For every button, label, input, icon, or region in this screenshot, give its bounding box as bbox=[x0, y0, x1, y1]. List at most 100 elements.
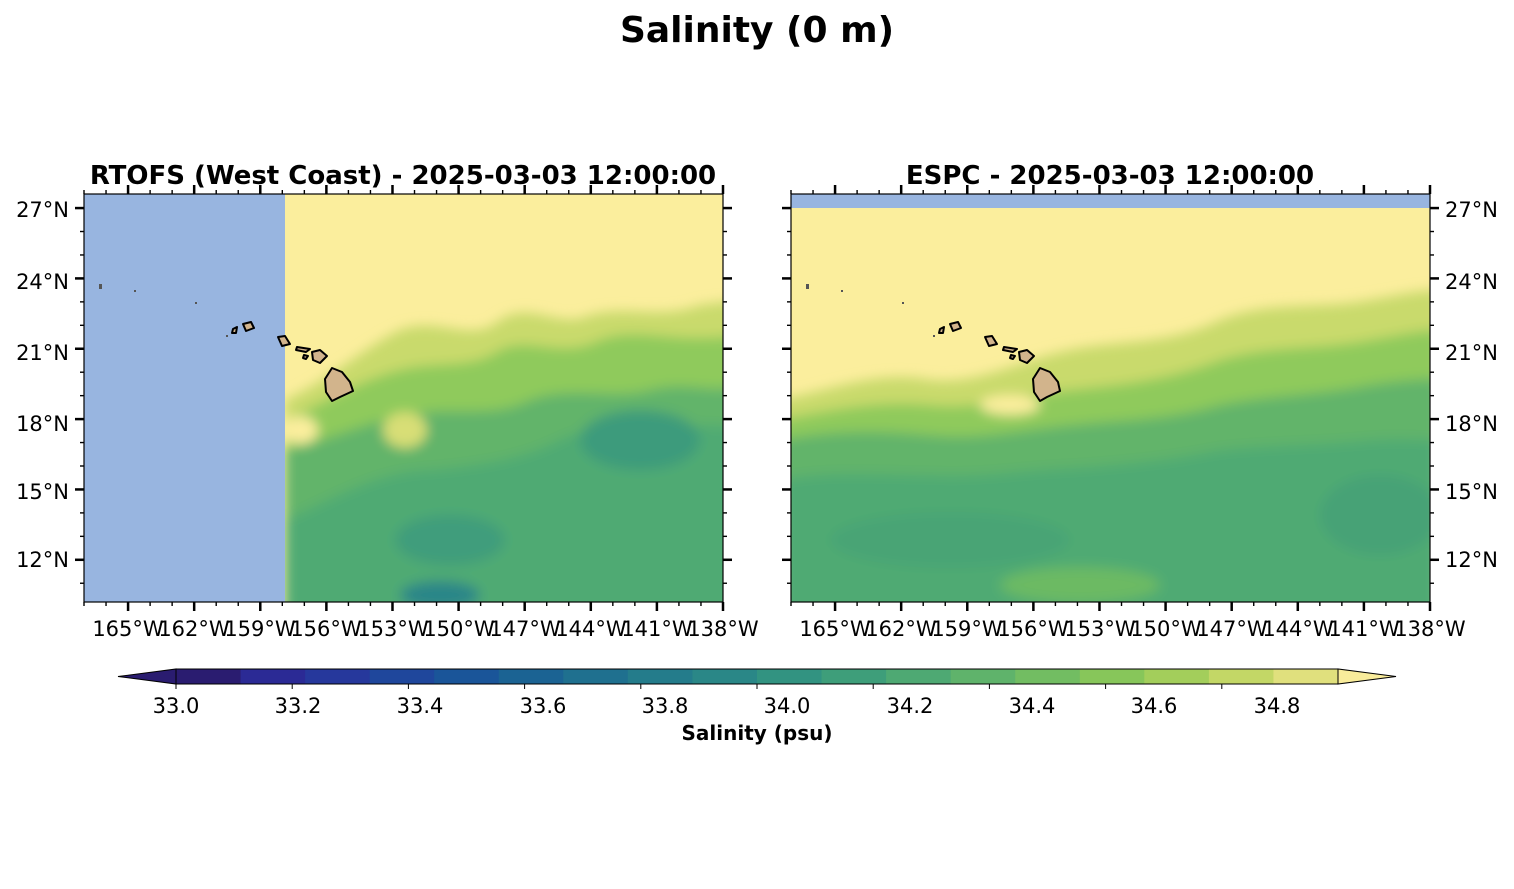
colorbar-segment bbox=[757, 669, 823, 684]
lon-label: 159°W bbox=[224, 617, 296, 641]
lon-label: 162°W bbox=[158, 617, 230, 641]
lat-label: 21°N bbox=[1445, 341, 1498, 365]
islet bbox=[99, 284, 102, 289]
colorbar-segment bbox=[434, 669, 500, 684]
colorbar-segment bbox=[305, 669, 371, 684]
colorbar-segment bbox=[692, 669, 758, 684]
panel-espc-title: ESPC - 2025-03-03 12:00:00 bbox=[906, 161, 1314, 191]
lat-label: 24°N bbox=[1445, 270, 1498, 294]
island-lanai bbox=[302, 354, 309, 360]
hawaiian-islands bbox=[938, 321, 1061, 402]
figure-title: Salinity (0 m) bbox=[620, 10, 894, 51]
islet bbox=[841, 290, 843, 292]
colorbar-segment bbox=[1144, 669, 1210, 684]
colorbar-tick-label: 34.8 bbox=[1254, 694, 1301, 718]
colorbar-segment bbox=[1208, 669, 1275, 684]
lat-label: 21°N bbox=[16, 341, 69, 365]
island-molokai bbox=[1002, 346, 1018, 353]
lon-label: 153°W bbox=[1064, 617, 1136, 641]
lon-label: 150°W bbox=[1130, 617, 1202, 641]
islet bbox=[195, 302, 197, 304]
islet bbox=[933, 335, 935, 337]
lat-label: 27°N bbox=[1445, 198, 1498, 222]
lat-label: 18°N bbox=[1445, 412, 1498, 436]
panel-espc: ESPC - 2025-03-03 12:00:00 bbox=[782, 161, 1498, 641]
colorbar-tick-label: 34.4 bbox=[1009, 694, 1056, 718]
lat-label: 15°N bbox=[1445, 480, 1498, 504]
island-molokai bbox=[295, 346, 311, 353]
lat-label: 12°N bbox=[16, 548, 69, 572]
colorbar-segment bbox=[1079, 669, 1145, 684]
panel-espc-lat-labels: 27°N 24°N 21°N 18°N 15°N 12°N bbox=[1445, 198, 1498, 572]
salinity-band-342 bbox=[285, 425, 723, 602]
island-kauai bbox=[242, 321, 255, 332]
panel-rtofs-frame bbox=[83, 193, 724, 603]
colorbar-tick-labels: 33.0 33.2 33.4 33.6 33.8 34.0 34.2 34.4 … bbox=[153, 694, 1301, 718]
lon-label: 153°W bbox=[357, 617, 429, 641]
lon-label: 144°W bbox=[1262, 617, 1334, 641]
colorbar-segment bbox=[176, 669, 242, 684]
panel-rtofs-lon-labels: 165°W 162°W 159°W 156°W 153°W 150°W 147°… bbox=[92, 617, 759, 641]
no-data-region bbox=[791, 194, 1430, 208]
panel-espc-lon-labels: 165°W 162°W 159°W 156°W 153°W 150°W 147°… bbox=[799, 617, 1466, 641]
island-lanai bbox=[1009, 354, 1016, 360]
colorbar-segment bbox=[1015, 669, 1081, 684]
colorbar-tick-label: 33.6 bbox=[520, 694, 567, 718]
colorbar-tick-label: 33.8 bbox=[642, 694, 689, 718]
lon-label: 141°W bbox=[1328, 617, 1400, 641]
lon-label: 165°W bbox=[92, 617, 164, 641]
lon-label: 147°W bbox=[489, 617, 561, 641]
islet bbox=[902, 302, 904, 304]
nw-islets bbox=[806, 284, 935, 337]
salinity-eddy-low bbox=[400, 581, 480, 602]
salinity-eddy-low bbox=[580, 410, 700, 470]
salinity-eddy-low bbox=[830, 512, 1070, 568]
colorbar-label: Salinity (psu) bbox=[681, 721, 832, 745]
salinity-eddy-low bbox=[395, 515, 505, 565]
colorbar-tick-label: 34.2 bbox=[887, 694, 934, 718]
colorbar-segment bbox=[821, 669, 887, 684]
lat-label: 27°N bbox=[16, 198, 69, 222]
colorbar-segment bbox=[498, 669, 564, 684]
colorbar-tick-label: 33.4 bbox=[397, 694, 444, 718]
colorbar-ticks bbox=[175, 684, 1223, 689]
colorbar-segment bbox=[563, 669, 629, 684]
island-niihau bbox=[231, 326, 238, 334]
lon-label: 138°W bbox=[1394, 617, 1466, 641]
islet bbox=[226, 335, 228, 337]
colorbar-tick-label: 34.0 bbox=[764, 694, 811, 718]
colorbar-tick-label: 33.0 bbox=[153, 694, 200, 718]
colorbar-segments bbox=[176, 669, 1339, 684]
islet bbox=[806, 284, 809, 289]
colorbar-segment bbox=[627, 669, 694, 684]
panel-espc-ticks bbox=[782, 185, 1439, 611]
lat-label: 24°N bbox=[16, 270, 69, 294]
island-oahu bbox=[984, 335, 998, 347]
panel-rtofs-lat-labels: 27°N 24°N 21°N 18°N 15°N 12°N bbox=[16, 198, 69, 572]
colorbar-segment bbox=[369, 669, 435, 684]
lat-label: 12°N bbox=[1445, 548, 1498, 572]
panel-rtofs-ticks bbox=[75, 185, 732, 611]
colorbar-segment bbox=[886, 669, 952, 684]
lon-label: 147°W bbox=[1196, 617, 1268, 641]
hawaiian-islands bbox=[231, 321, 354, 402]
nw-islets bbox=[99, 284, 228, 337]
salinity-eddy-fresh bbox=[980, 395, 1040, 415]
panel-espc-map bbox=[791, 194, 1430, 602]
island-maui bbox=[311, 349, 328, 364]
lon-label: 150°W bbox=[423, 617, 495, 641]
island-oahu bbox=[277, 335, 291, 347]
colorbar-segment bbox=[1273, 669, 1339, 684]
salinity-eddy-high bbox=[1000, 567, 1160, 602]
lon-label: 156°W bbox=[997, 617, 1069, 641]
colorbar-segment bbox=[240, 669, 306, 684]
lon-label: 165°W bbox=[799, 617, 871, 641]
salinity-eddy-fresh bbox=[383, 412, 427, 448]
island-kauai bbox=[949, 321, 962, 332]
panel-rtofs: RTOFS (West Coast) - 2025-03-03 12:00:00 bbox=[16, 161, 759, 641]
panel-rtofs-map bbox=[84, 194, 723, 602]
lon-label: 159°W bbox=[931, 617, 1003, 641]
lon-label: 138°W bbox=[687, 617, 759, 641]
colorbar-extend-low bbox=[117, 668, 177, 685]
